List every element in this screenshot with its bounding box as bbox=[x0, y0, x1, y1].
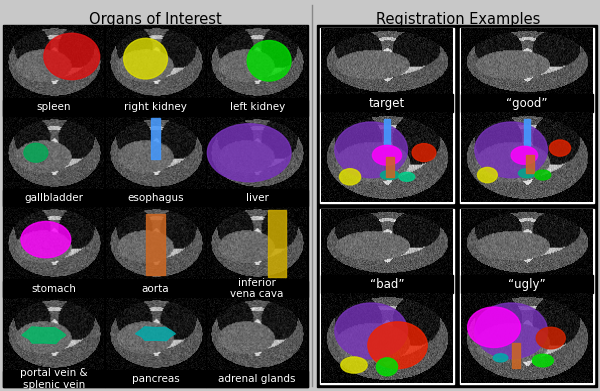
Ellipse shape bbox=[21, 221, 71, 258]
Ellipse shape bbox=[335, 122, 407, 178]
Ellipse shape bbox=[341, 357, 367, 373]
Ellipse shape bbox=[493, 354, 508, 362]
Text: “ugly”: “ugly” bbox=[508, 278, 546, 291]
Text: “bad”: “bad” bbox=[370, 278, 404, 291]
Ellipse shape bbox=[340, 169, 361, 185]
Ellipse shape bbox=[44, 33, 100, 80]
Text: target: target bbox=[369, 97, 405, 109]
Bar bbox=[206, 99, 308, 115]
Bar bbox=[3, 190, 104, 206]
Bar bbox=[321, 275, 453, 293]
Polygon shape bbox=[136, 327, 175, 341]
Text: portal vein &
splenic vein: portal vein & splenic vein bbox=[20, 368, 88, 390]
Bar bbox=[512, 343, 520, 368]
Polygon shape bbox=[22, 327, 66, 343]
Ellipse shape bbox=[368, 322, 427, 369]
Ellipse shape bbox=[373, 145, 401, 165]
Bar bbox=[104, 99, 206, 115]
Bar bbox=[524, 119, 530, 146]
Bar bbox=[206, 371, 308, 387]
Bar bbox=[460, 28, 594, 203]
Text: spleen: spleen bbox=[37, 102, 71, 113]
Text: esophagus: esophagus bbox=[127, 193, 184, 203]
Bar bbox=[146, 214, 166, 275]
Ellipse shape bbox=[475, 303, 547, 359]
Text: aorta: aorta bbox=[142, 283, 169, 294]
Ellipse shape bbox=[376, 358, 398, 376]
Ellipse shape bbox=[335, 303, 407, 359]
Bar bbox=[461, 275, 593, 293]
Bar bbox=[320, 28, 454, 203]
Bar bbox=[206, 190, 308, 206]
Bar bbox=[526, 155, 533, 173]
Bar bbox=[104, 371, 206, 387]
Text: “good”: “good” bbox=[506, 97, 548, 109]
Bar bbox=[3, 25, 308, 387]
Bar bbox=[206, 280, 308, 296]
Text: adrenal glands: adrenal glands bbox=[218, 374, 296, 384]
Bar bbox=[104, 190, 206, 206]
Text: pancreas: pancreas bbox=[131, 374, 179, 384]
Bar bbox=[3, 280, 104, 296]
Ellipse shape bbox=[550, 140, 571, 156]
Bar bbox=[268, 210, 286, 276]
Ellipse shape bbox=[24, 143, 48, 162]
Ellipse shape bbox=[475, 122, 547, 178]
Bar bbox=[321, 94, 453, 112]
Ellipse shape bbox=[532, 354, 553, 367]
Text: inferior
vena cava: inferior vena cava bbox=[230, 278, 284, 299]
Ellipse shape bbox=[124, 38, 167, 79]
Ellipse shape bbox=[467, 307, 520, 348]
Ellipse shape bbox=[536, 327, 565, 349]
Bar bbox=[151, 118, 160, 158]
Text: liver: liver bbox=[246, 193, 269, 203]
Ellipse shape bbox=[399, 172, 415, 181]
Ellipse shape bbox=[380, 170, 399, 179]
Text: right kidney: right kidney bbox=[124, 102, 187, 113]
Ellipse shape bbox=[208, 124, 291, 182]
Bar bbox=[320, 209, 454, 384]
Ellipse shape bbox=[518, 169, 536, 178]
Bar bbox=[3, 371, 104, 387]
Bar bbox=[386, 157, 394, 177]
Text: Registration Examples: Registration Examples bbox=[376, 12, 540, 27]
Bar bbox=[461, 94, 593, 112]
Ellipse shape bbox=[535, 170, 551, 180]
Text: gallbladder: gallbladder bbox=[25, 193, 83, 203]
Bar bbox=[384, 119, 390, 146]
Bar bbox=[317, 25, 597, 387]
Ellipse shape bbox=[247, 41, 291, 81]
Bar bbox=[460, 209, 594, 384]
Text: stomach: stomach bbox=[31, 283, 76, 294]
Text: left kidney: left kidney bbox=[230, 102, 285, 113]
Bar bbox=[3, 99, 104, 115]
Ellipse shape bbox=[511, 146, 538, 164]
Text: Organs of Interest: Organs of Interest bbox=[89, 12, 221, 27]
Ellipse shape bbox=[412, 143, 436, 161]
Bar bbox=[104, 280, 206, 296]
Ellipse shape bbox=[478, 167, 497, 183]
